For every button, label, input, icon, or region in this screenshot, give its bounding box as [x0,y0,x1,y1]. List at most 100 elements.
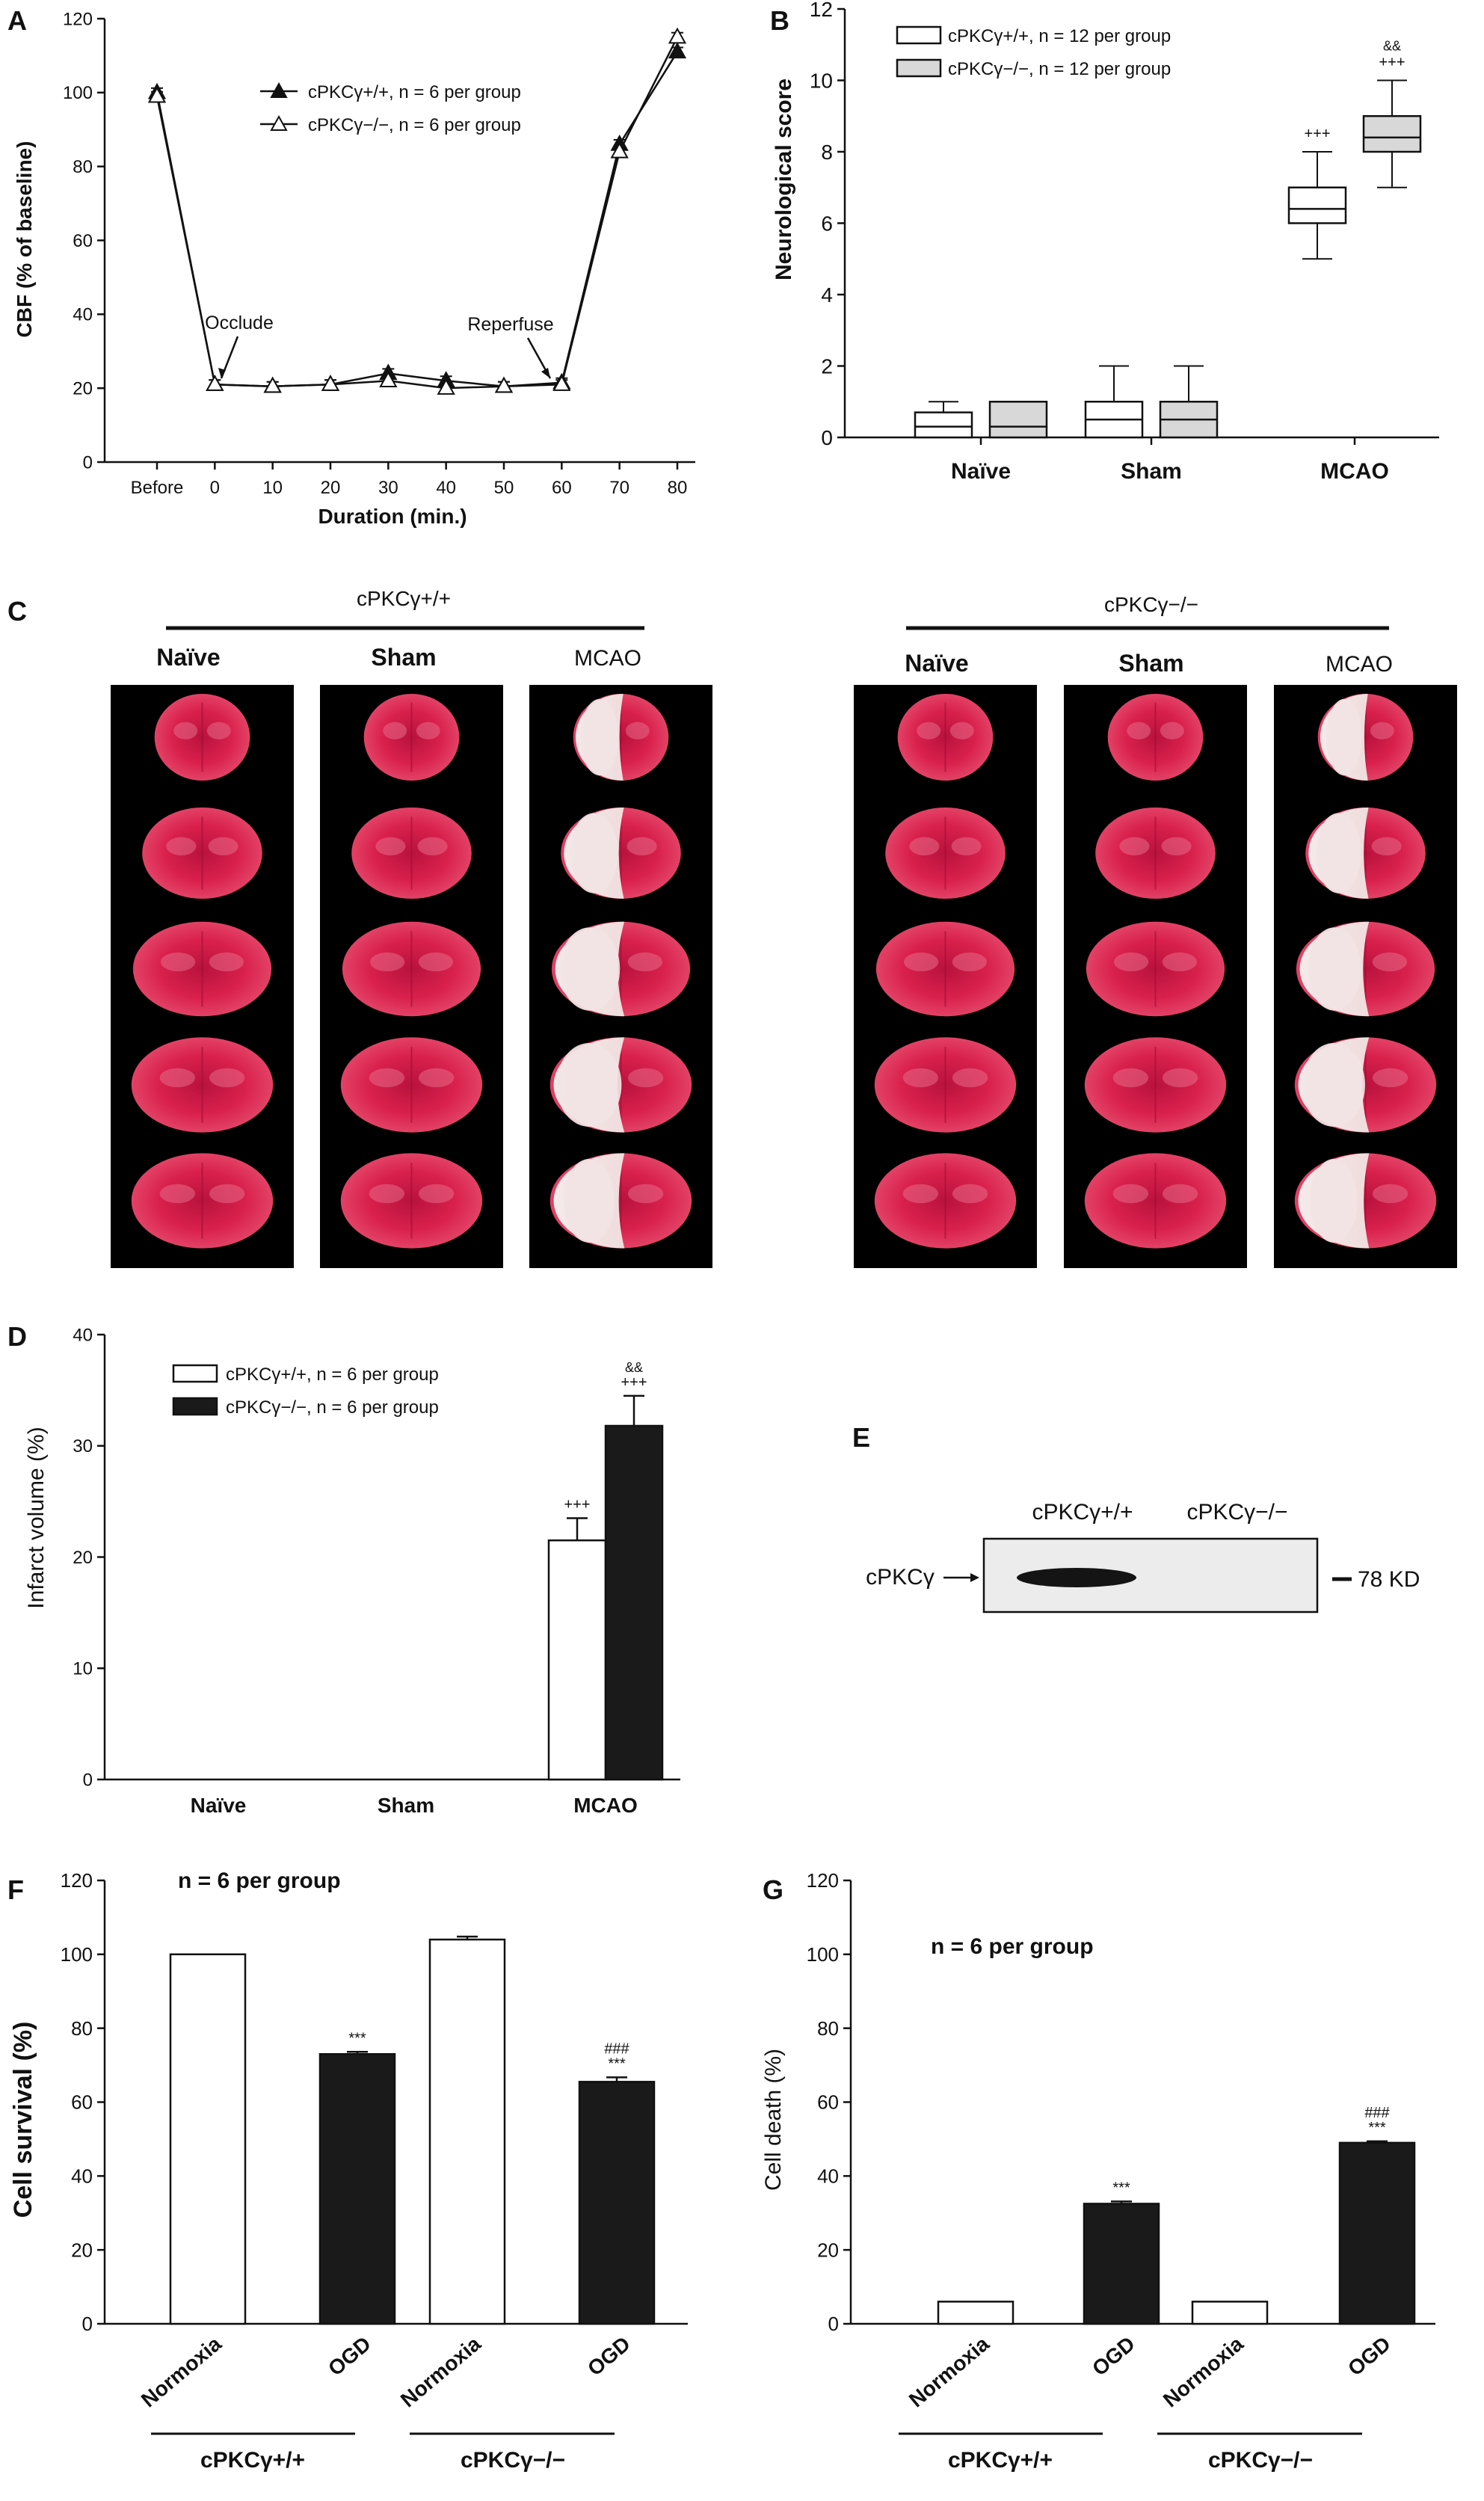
panel-a-y-tick-label: 100 [63,83,93,103]
brain-structure [1372,952,1408,972]
panel-f-significance-mark: *** [348,2030,366,2046]
panel-d-y-tick-label: 20 [73,1548,93,1568]
blot-band-arrowhead [970,1573,979,1582]
panel-a-data-point [321,375,340,391]
panel-g-y-tick-label: 120 [807,1869,839,1892]
panel-f-chart: 0 20 40 60 80 100 120 Normoxia OGD *** Normoxia OGD… [61,1869,688,2412]
blot-lane-label-ko: cPKCγ−/− [1186,1500,1287,1525]
panel-a-xlabel: Duration (min.) [318,505,467,528]
brain-structure [1162,952,1198,972]
panel-a-data-point [437,378,455,395]
brain-structure [917,722,941,739]
panel-b-significance-mark: +++ [1304,126,1330,142]
legend-d-label-wt: cPKCγ+/+, n = 6 per group [226,1365,439,1385]
panel-a-ylabel: CBF (% of baseline) [13,141,36,338]
brain-structure [627,952,663,972]
panel-a-x-tick-label: 10 [262,478,283,498]
panel-c-col-sham-ko: Sham [1118,650,1183,677]
panel-a-data-point [668,42,687,59]
panel-f-y-tick-label: 20 [71,2239,93,2261]
panel-a-x-tick-label: 20 [321,478,341,498]
panel-g-y-tick-label: 100 [807,1943,839,1966]
blot-lane-label-wt: cPKCγ+/+ [1032,1500,1133,1525]
panel-a-data-point [379,371,398,387]
panel-b-y-tick-label: 10 [810,69,833,92]
panel-b-box [1362,115,1422,153]
panel-letter-a: A [7,5,27,36]
brain-structure [952,1068,988,1088]
panel-g-y-tick-label: 60 [817,2091,839,2114]
legend-d-swatch-wt [172,1364,218,1383]
panel-g-x-tick-label: OGD [1343,2332,1395,2381]
panel-c-column-headers: Naïve Sham MCAO Naïve Sham MCAO [156,644,1393,677]
panel-c-group-ko: cPKCγ−/− [1104,593,1198,616]
panel-d-bar [547,1539,607,1781]
brain-structure [1112,1068,1149,1088]
legend-a-label-ko: cPKCγ−/−, n = 6 per group [308,115,521,135]
brain-structure [173,722,198,739]
panel-a-x-tick-label: 80 [668,478,688,498]
panel-f-group-wt: cPKCγ+/+ [200,2448,305,2473]
infarct-region [556,1043,622,1127]
infarct-region [563,1159,615,1243]
brain-structure [1119,837,1150,856]
brain-structure [903,952,939,972]
brain-structure [1162,1068,1198,1088]
blot-band-label: cPKCγ [866,1565,935,1590]
brain-structure [369,1184,405,1204]
panel-d-significance-mark: && [625,1360,643,1375]
panel-f-group-ko: cPKCγ−/− [461,2448,565,2473]
infarct-region [1308,927,1361,1011]
brain-structure [627,1184,664,1204]
brain-structure [418,1068,455,1088]
brain-structure [909,837,940,856]
legend-d-swatch-ko [172,1397,218,1416]
blot-marker-label: 78 KD [1358,1567,1420,1592]
legend-b-swatch-ko [896,58,942,78]
brain-structure [160,952,196,972]
panel-c-col-mcao-ko: MCAO [1326,652,1393,677]
panel-g-y-tick-label: 20 [817,2239,839,2261]
panel-f-x-tick-label: Normoxia [137,2332,226,2412]
panel-g-bar [1191,2301,1269,2325]
brain-structure [375,837,406,856]
panel-b-y-tick-label: 2 [821,354,833,378]
brain-structure [159,1068,196,1088]
brain-structure [159,1184,196,1204]
panel-g-bar [1338,2141,1416,2325]
panel-g-group-ko: cPKCγ−/− [1208,2448,1313,2473]
panel-f-significance-mark: *** [608,2055,626,2072]
panel-a-data-point [263,376,282,393]
panel-a-x-tick-label: Before [131,478,184,498]
panel-letter-c: C [7,596,27,627]
panel-g-group-wt: cPKCγ+/+ [948,2448,1053,2473]
panel-c-group-wt: cPKCγ+/+ [357,587,451,610]
panel-b-box [914,411,973,439]
panel-g-significance-mark: ### [1364,2105,1390,2121]
panel-a-series-line [156,37,679,390]
panel-d-y-tick-label: 0 [83,1770,93,1790]
panel-letter-e: E [852,1422,870,1453]
panel-a-x-tick-label: 50 [494,478,514,498]
panel-b-significance-mark: +++ [1379,55,1405,71]
brain-structure [369,952,405,972]
legend-a-marker-wt [270,81,288,98]
panel-g-ylabel: Cell death (%) [761,2049,786,2191]
panel-a-x-tick-label: 60 [552,478,572,498]
brain-structure [951,837,982,856]
panel-b-y-tick-label: 4 [821,283,833,307]
brain-structure [1162,1184,1198,1204]
panel-f-bar [318,2053,396,2325]
panel-f-group-labels: cPKCγ+/+ cPKCγ−/− [151,2432,615,2473]
legend-d-label-ko: cPKCγ−/−, n = 6 per group [226,1397,439,1418]
brain-structure [626,837,657,856]
panel-b-x-tick-label: MCAO [1320,459,1389,484]
infarct-region [580,698,619,776]
panel-a-x-tick-label: 30 [378,478,398,498]
infarct-region [1302,1043,1365,1127]
panel-g-bar [937,2301,1015,2325]
panel-d-legend: cPKCγ+/+, n = 6 per group cPKCγ−/−, n = … [172,1364,439,1418]
panel-b-box [988,401,1048,439]
